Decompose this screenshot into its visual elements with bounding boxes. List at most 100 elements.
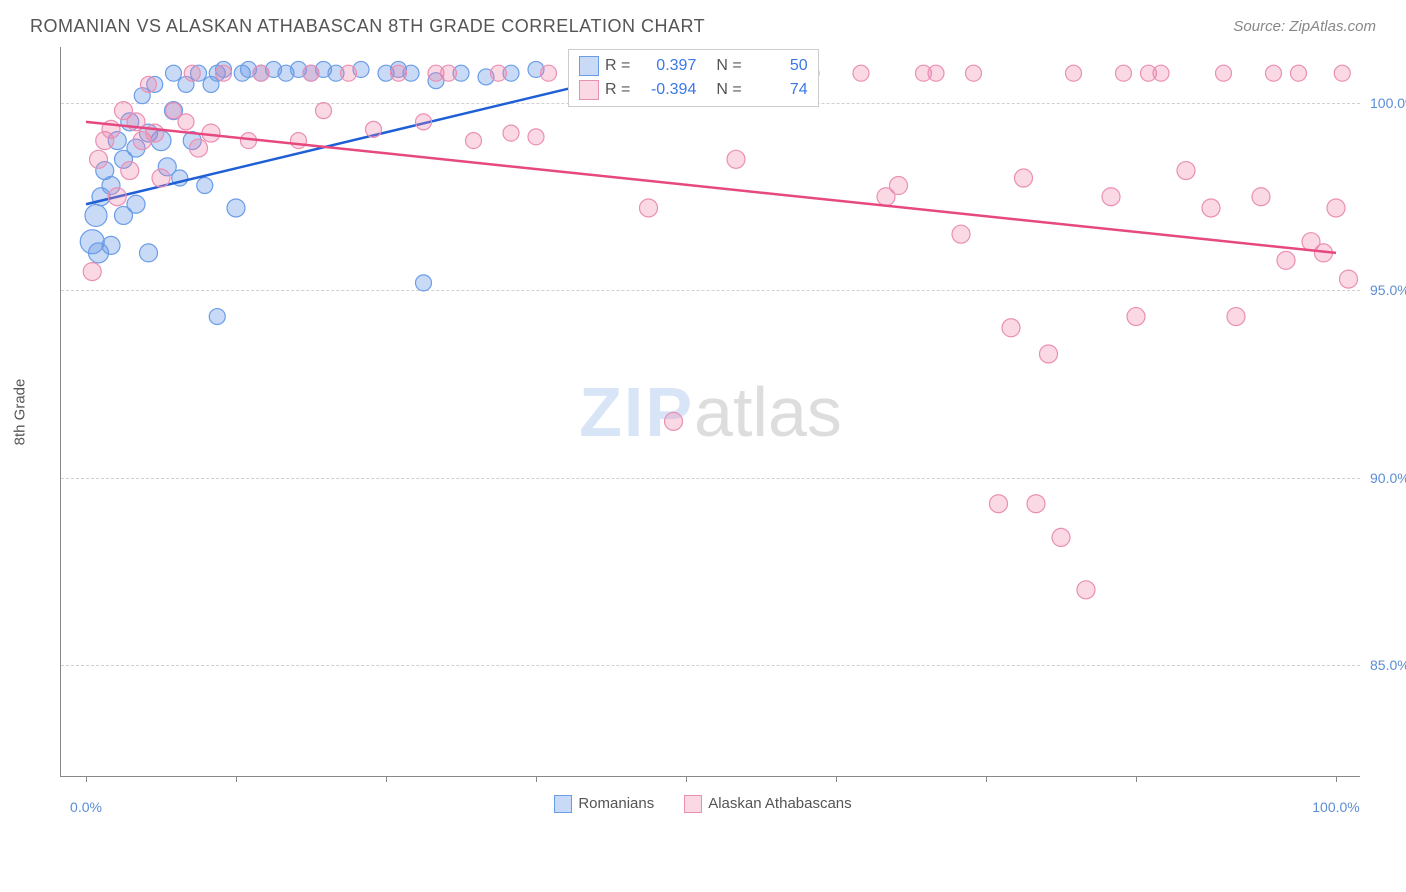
legend-label: Alaskan Athabascans [708, 795, 851, 812]
legend-swatch [554, 795, 572, 813]
data-point [1015, 169, 1033, 187]
data-point [227, 199, 245, 217]
chart-title: ROMANIAN VS ALASKAN ATHABASCAN 8TH GRADE… [30, 16, 705, 37]
data-point [341, 65, 357, 81]
data-point [166, 65, 182, 81]
data-point [503, 125, 519, 141]
data-point [209, 309, 225, 325]
stat-r-label: R = [605, 57, 630, 75]
data-point [102, 236, 120, 254]
data-point [1334, 65, 1350, 81]
data-point [640, 199, 658, 217]
source-link[interactable]: ZipAtlas.com [1289, 18, 1376, 35]
data-point [291, 133, 307, 149]
data-point [541, 65, 557, 81]
data-point [1340, 270, 1358, 288]
y-axis-label: 8th Grade [12, 379, 29, 446]
data-point [83, 263, 101, 281]
data-point [727, 150, 745, 168]
data-point [1252, 188, 1270, 206]
data-point [665, 412, 683, 430]
data-point [952, 225, 970, 243]
source-attribution: Source: ZipAtlas.com [1233, 18, 1376, 35]
y-tick-label: 100.0% [1370, 95, 1406, 111]
data-point [121, 162, 139, 180]
data-point [391, 65, 407, 81]
data-point [1227, 308, 1245, 326]
data-point [416, 275, 432, 291]
data-point [1127, 308, 1145, 326]
data-point [1153, 65, 1169, 81]
data-point [85, 204, 107, 226]
data-point [253, 65, 269, 81]
legend-item: Alaskan Athabascans [684, 795, 851, 813]
x-tick-label: 100.0% [1312, 799, 1359, 815]
data-point [190, 139, 208, 157]
stat-r-value: 0.397 [636, 57, 696, 75]
stats-row: R = -0.394 N = 74 [579, 78, 808, 102]
scatter-svg [61, 47, 1361, 777]
data-point [303, 65, 319, 81]
stat-r-label: R = [605, 81, 630, 99]
data-point [1177, 162, 1195, 180]
data-point [1052, 528, 1070, 546]
data-point [928, 65, 944, 81]
y-tick-label: 90.0% [1370, 470, 1406, 486]
data-point [1066, 65, 1082, 81]
data-point [141, 76, 157, 92]
data-point [166, 103, 182, 119]
data-point [1116, 65, 1132, 81]
data-point [1027, 495, 1045, 513]
data-point [416, 114, 432, 130]
trend-line [86, 122, 1336, 253]
data-point [1216, 65, 1232, 81]
correlation-chart: 8th Grade ZIPatlas 85.0%90.0%95.0%100.0%… [60, 47, 1376, 777]
data-point [990, 495, 1008, 513]
data-point [140, 244, 158, 262]
data-point [152, 169, 170, 187]
data-point [853, 65, 869, 81]
data-point [90, 150, 108, 168]
data-point [966, 65, 982, 81]
x-tick-label: 0.0% [70, 799, 102, 815]
stat-n-label: N = [716, 57, 741, 75]
data-point [1202, 199, 1220, 217]
data-point [197, 178, 213, 194]
data-point [146, 124, 164, 142]
data-point [1266, 65, 1282, 81]
plot-area: ZIPatlas 85.0%90.0%95.0%100.0%0.0%100.0%… [60, 47, 1360, 777]
data-point [1002, 319, 1020, 337]
data-point [491, 65, 507, 81]
data-point [466, 133, 482, 149]
data-point [127, 195, 145, 213]
y-tick-label: 85.0% [1370, 657, 1406, 673]
data-point [316, 103, 332, 119]
stats-box: R = 0.397 N = 50 R = -0.394 N = 74 [568, 49, 819, 107]
stat-r-value: -0.394 [636, 81, 696, 99]
legend-label: Romanians [578, 795, 654, 812]
data-point [1327, 199, 1345, 217]
chart-header: ROMANIAN VS ALASKAN ATHABASCAN 8TH GRADE… [0, 0, 1406, 47]
data-point [178, 114, 194, 130]
stat-n-value: 74 [748, 81, 808, 99]
stat-n-label: N = [716, 81, 741, 99]
legend-swatch [684, 795, 702, 813]
y-tick-label: 95.0% [1370, 282, 1406, 298]
legend-item: Romanians [554, 795, 654, 813]
data-point [366, 121, 382, 137]
data-point [1040, 345, 1058, 363]
data-point [184, 65, 200, 81]
data-point [1102, 188, 1120, 206]
data-point [108, 188, 126, 206]
legend: Romanians Alaskan Athabascans [0, 795, 1406, 813]
series-swatch [579, 80, 599, 100]
data-point [528, 129, 544, 145]
stat-n-value: 50 [748, 57, 808, 75]
data-point [216, 65, 232, 81]
series-swatch [579, 56, 599, 76]
data-point [890, 177, 908, 195]
stats-row: R = 0.397 N = 50 [579, 54, 808, 78]
data-point [441, 65, 457, 81]
data-point [1291, 65, 1307, 81]
data-point [1277, 251, 1295, 269]
